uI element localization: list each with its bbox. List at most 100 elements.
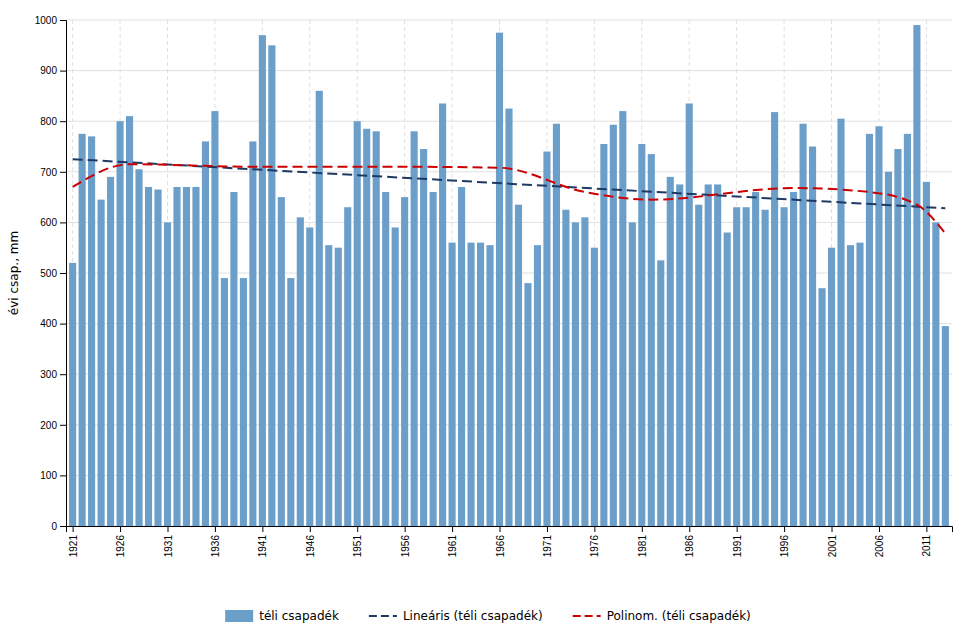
x-tick-mark <box>262 526 263 532</box>
x-tick: 1936 <box>210 526 221 557</box>
bar <box>619 111 626 526</box>
x-tick-mark <box>594 526 595 532</box>
x-tick-mark <box>452 526 453 532</box>
x-tick-label: 1941 <box>257 535 268 558</box>
x-tick-mark <box>832 526 833 532</box>
x-tick: 1961 <box>447 526 458 557</box>
bar <box>562 210 569 526</box>
bar <box>705 184 712 526</box>
bar <box>781 207 788 526</box>
x-tick-label: 2001 <box>827 535 838 558</box>
x-tick-mark <box>689 526 690 532</box>
bar <box>534 245 541 526</box>
x-axis-line <box>67 527 953 533</box>
y-tick-mark <box>60 324 66 325</box>
bar <box>524 283 531 526</box>
y-axis-line <box>60 21 67 527</box>
x-tick: 2011 <box>921 526 932 557</box>
legend: téli csapadékLineáris (téli csapadék)Pol… <box>225 609 751 623</box>
bar <box>515 205 522 526</box>
y-tick-label: 200 <box>40 420 57 431</box>
bar <box>98 200 105 526</box>
bar <box>790 192 797 526</box>
x-tick-mark <box>642 526 643 532</box>
x-tick: 1946 <box>305 526 316 557</box>
y-tick-label: 300 <box>40 369 57 380</box>
bar <box>325 245 332 526</box>
bar <box>686 103 693 526</box>
bar <box>230 192 237 526</box>
bar <box>762 210 769 526</box>
y-tick: 900 <box>40 65 66 76</box>
bar <box>458 187 465 526</box>
bar <box>743 207 750 526</box>
x-tick: 1981 <box>637 526 648 557</box>
bar <box>278 197 285 526</box>
y-tick-mark <box>60 71 66 72</box>
y-tick-mark <box>60 374 66 375</box>
x-tick: 1926 <box>115 526 126 557</box>
x-tick: 1951 <box>352 526 363 557</box>
legend-item: Lineáris (téli csapadék) <box>369 609 543 623</box>
x-tick-label: 1971 <box>542 535 553 558</box>
bar <box>486 245 493 526</box>
x-tick: 1986 <box>684 526 695 557</box>
x-tick: 1971 <box>542 526 553 557</box>
x-tick-mark <box>926 526 927 532</box>
bar <box>211 111 218 526</box>
bar <box>373 131 380 526</box>
x-tick: 2001 <box>827 526 838 557</box>
x-tick-label: 2011 <box>921 535 932 557</box>
x-tick: 1966 <box>495 526 506 557</box>
legend-swatch <box>573 615 601 617</box>
bar <box>818 288 825 526</box>
x-tick: 1931 <box>163 526 174 557</box>
bar <box>69 263 76 526</box>
bar <box>591 248 598 526</box>
bar <box>411 131 418 526</box>
y-tick: 700 <box>40 167 66 178</box>
bar <box>363 129 370 526</box>
x-tick-mark <box>120 526 121 532</box>
bar <box>449 243 456 526</box>
bar <box>714 184 721 526</box>
y-tick-label: 700 <box>40 167 57 178</box>
x-tick-mark <box>405 526 406 532</box>
bar <box>847 245 854 526</box>
bar <box>335 248 342 526</box>
bar <box>420 149 427 526</box>
x-tick-mark <box>784 526 785 532</box>
bar <box>467 243 474 526</box>
bar <box>667 177 674 526</box>
bar <box>126 116 133 526</box>
x-tick-label: 1986 <box>684 535 695 558</box>
grid-line-y <box>66 20 952 21</box>
x-tick-mark <box>737 526 738 532</box>
bar <box>268 45 275 526</box>
bar <box>932 222 939 526</box>
legend-item: téli csapadék <box>225 609 339 623</box>
bar <box>904 134 911 526</box>
y-tick-mark <box>60 273 66 274</box>
bar <box>145 187 152 526</box>
bar <box>392 227 399 526</box>
x-tick-mark <box>215 526 216 532</box>
x-tick-label: 1931 <box>163 535 174 558</box>
y-tick-label: 900 <box>40 65 57 76</box>
x-tick-mark <box>547 526 548 532</box>
x-tick-mark <box>310 526 311 532</box>
x-tick-mark <box>168 526 169 532</box>
x-tick-label: 1921 <box>68 535 79 558</box>
y-tick-mark <box>60 121 66 122</box>
bar <box>505 109 512 526</box>
x-tick-label: 1966 <box>495 535 506 558</box>
bar <box>752 192 759 526</box>
bar <box>913 25 920 526</box>
y-tick: 400 <box>40 318 66 329</box>
bar <box>771 112 778 526</box>
bar <box>164 222 171 526</box>
x-tick-label: 2006 <box>874 535 885 558</box>
bar <box>837 119 844 526</box>
bar <box>79 134 86 526</box>
bar <box>543 152 550 526</box>
